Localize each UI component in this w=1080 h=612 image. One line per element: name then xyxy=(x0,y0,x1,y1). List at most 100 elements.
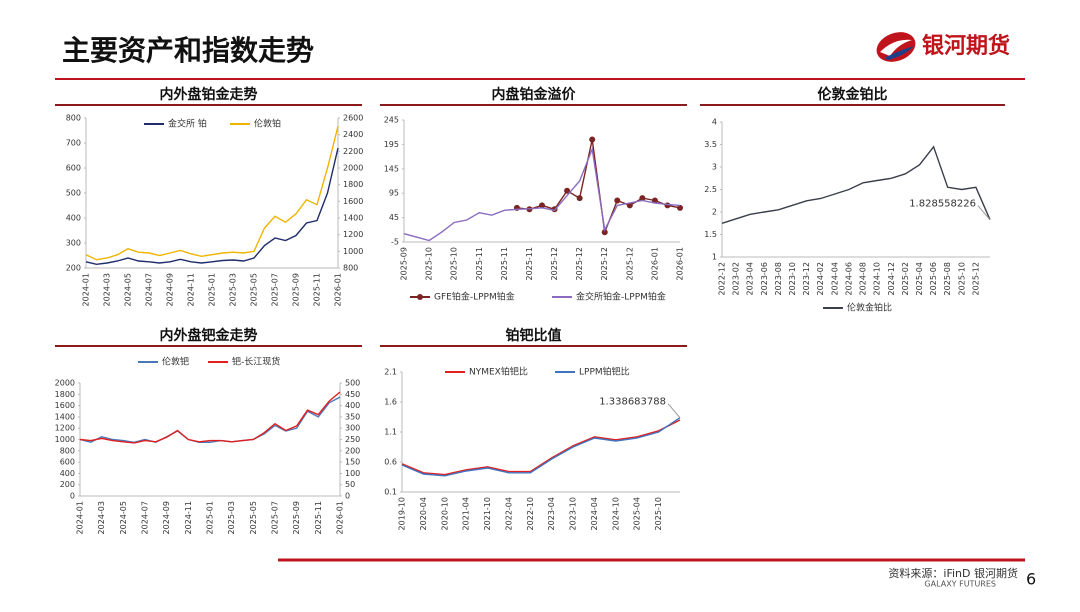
y-tick-label: 2000 xyxy=(55,379,75,388)
y-tick-label: 2 xyxy=(712,208,717,217)
x-tick-label: 2025-01 xyxy=(208,273,217,306)
series-line xyxy=(721,145,991,224)
y2-tick-label: 2400 xyxy=(343,130,363,139)
x-tick-label: 2025-11 xyxy=(314,501,323,534)
y2-tick-label: 800 xyxy=(343,264,358,273)
y-tick-label: 0 xyxy=(70,492,75,501)
y2-tick-label: 100 xyxy=(345,469,360,478)
point xyxy=(639,195,646,202)
y-tick-label: 1800 xyxy=(55,390,75,399)
point xyxy=(677,204,683,211)
point xyxy=(601,229,608,236)
y-tick-label: 700 xyxy=(66,139,81,148)
y-tick-label: 200 xyxy=(66,264,81,273)
y-tick-label: 2.1 xyxy=(384,368,397,377)
page-number: 6 xyxy=(1026,570,1036,589)
legend-label: 伦敦金铂比 xyxy=(847,302,892,314)
y-tick-label: 1000 xyxy=(55,435,75,444)
chart-title: 内外盘钯金走势 xyxy=(160,327,258,344)
y-tick-label: 95 xyxy=(389,189,399,198)
y-tick-label: 200 xyxy=(60,480,75,489)
y-tick-label: 1400 xyxy=(55,412,75,421)
x-tick-label: 2023-02 xyxy=(732,262,741,295)
y-tick-label: 3 xyxy=(712,163,717,172)
legend-label: LPPM铂钯比 xyxy=(579,366,630,378)
y2-tick-label: 1000 xyxy=(343,247,363,256)
y-tick-label: 500 xyxy=(66,189,81,198)
point xyxy=(564,187,571,194)
y-tick-label: 600 xyxy=(66,164,81,173)
x-tick-label: 2024-07 xyxy=(141,501,150,534)
y-tick-label: 400 xyxy=(66,214,81,223)
x-tick-label: 2025-10 xyxy=(957,262,966,295)
chart-title: 内盘铂金溢价 xyxy=(492,86,577,103)
point xyxy=(664,202,671,209)
y2-tick-label: 500 xyxy=(345,379,360,388)
x-tick-label: 2025-09 xyxy=(292,501,301,534)
x-tick-label: 2025-07 xyxy=(271,501,280,534)
y2-tick-label: 400 xyxy=(345,401,360,410)
x-tick-label: 2025-05 xyxy=(250,273,259,306)
x-tick-label: 2025-03 xyxy=(227,501,236,534)
y2-tick-label: 250 xyxy=(345,435,360,444)
series-line xyxy=(403,146,681,242)
x-tick-label: 2019-10 xyxy=(398,497,407,530)
x-tick-label: 2024-03 xyxy=(97,501,106,534)
y-tick-label: 300 xyxy=(66,239,81,248)
x-tick-label: 2025-11 xyxy=(525,247,534,280)
point xyxy=(614,197,621,204)
x-tick-label: 2025-12 xyxy=(600,247,609,280)
annotation-leader xyxy=(977,205,991,221)
x-tick-label: 2024-01 xyxy=(76,501,85,534)
y2-tick-label: 1600 xyxy=(343,197,363,206)
y-tick-label: 800 xyxy=(60,446,75,455)
x-tick-label: 2024-07 xyxy=(145,273,154,306)
y2-tick-label: 2600 xyxy=(343,114,363,123)
y-tick-label: 2.5 xyxy=(704,185,717,194)
series-line xyxy=(401,417,681,477)
legend-label: 金交所铂金-LPPM铂金 xyxy=(576,291,666,303)
series-line xyxy=(85,126,339,261)
y2-tick-label: 50 xyxy=(345,480,355,489)
x-tick-label: 2023-12 xyxy=(802,262,811,295)
y-tick-label: -5 xyxy=(391,238,399,247)
x-tick-label: 2024-11 xyxy=(187,273,196,306)
source: 资料来源：iFinD 银河期货 xyxy=(888,566,1018,580)
x-tick-label: 2025-10 xyxy=(425,247,434,280)
x-tick-label: 2025-06 xyxy=(929,262,938,295)
annotation-leader xyxy=(667,403,681,419)
x-tick-label: 2026-01 xyxy=(650,247,659,280)
legend-label: 金交所 铂 xyxy=(168,118,207,130)
annotation: 1.338683788 xyxy=(599,397,666,408)
y2-tick-label: 1400 xyxy=(343,214,363,223)
x-tick-label: 2024-04 xyxy=(830,262,839,295)
chart-title: 内外盘铂金走势 xyxy=(160,86,258,103)
x-tick-label: 2025-12 xyxy=(575,247,584,280)
y-tick-label: 4 xyxy=(712,118,717,127)
x-tick-label: 2024-06 xyxy=(844,262,853,295)
y-tick-label: 1.6 xyxy=(384,398,397,407)
y-tick-label: 0.6 xyxy=(384,458,397,467)
x-tick-label: 2024-09 xyxy=(166,273,175,306)
x-tick-label: 2021-10 xyxy=(483,497,492,530)
y-tick-label: 1200 xyxy=(55,424,75,433)
x-tick-label: 2025-11 xyxy=(475,247,484,280)
x-tick-label: 2022-10 xyxy=(526,497,535,530)
y2-tick-label: 200 xyxy=(345,446,360,455)
series-line xyxy=(85,147,339,266)
y-tick-label: 195 xyxy=(384,140,399,149)
x-tick-label: 2024-11 xyxy=(184,501,193,534)
legend-label: 伦敦铂 xyxy=(254,118,281,130)
point xyxy=(589,136,596,143)
y-tick-label: 800 xyxy=(66,114,81,123)
x-tick-label: 2022-12 xyxy=(718,262,727,295)
y-tick-label: 145 xyxy=(384,164,399,173)
x-tick-label: 2023-10 xyxy=(788,262,797,295)
y-tick-label: 400 xyxy=(60,469,75,478)
x-tick-label: 2025-12 xyxy=(625,247,634,280)
x-tick-label: 2023-10 xyxy=(569,497,578,530)
x-tick-label: 2022-04 xyxy=(504,497,513,530)
x-tick-label: 2024-04 xyxy=(590,497,599,530)
